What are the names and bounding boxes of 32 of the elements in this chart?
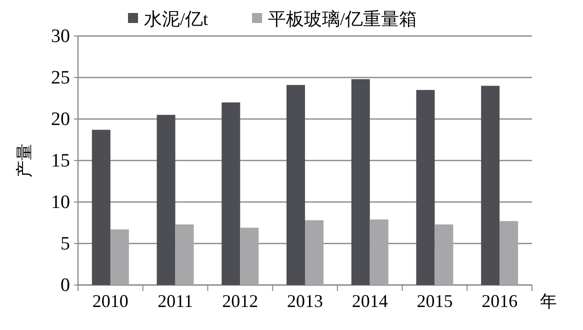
y-axis-title: 产量	[15, 144, 34, 178]
bar	[222, 102, 240, 285]
y-tick-label: 10	[51, 192, 70, 213]
y-tick-label: 25	[51, 68, 70, 88]
bar	[175, 224, 194, 285]
x-tick-label: 2011	[158, 291, 193, 311]
bar	[351, 79, 370, 285]
bar	[110, 229, 129, 285]
bar	[286, 84, 305, 285]
bar	[92, 130, 110, 285]
bar	[416, 90, 435, 285]
x-tick-label: 2014	[352, 291, 388, 311]
x-tick-label: 2010	[92, 291, 128, 311]
bar	[434, 224, 454, 285]
bar	[305, 220, 324, 285]
y-tick-label: 15	[51, 150, 70, 172]
bar	[481, 86, 500, 285]
legend-label: 水泥/亿t	[144, 9, 208, 29]
x-axis-title: 年	[540, 292, 557, 311]
y-tick-label: 5	[60, 234, 70, 254]
bar	[370, 219, 388, 285]
x-tick-label: 2013	[287, 291, 323, 311]
bar	[500, 221, 518, 285]
y-tick-label: 0	[60, 275, 70, 296]
x-tick-label: 2016	[482, 291, 518, 311]
bar	[156, 114, 176, 285]
y-tick-label: 30	[51, 26, 70, 47]
legend-label: 平板玻璃/亿重量箱	[268, 9, 418, 29]
x-tick-label: 2012	[222, 291, 258, 311]
x-tick-label: 2015	[416, 291, 453, 311]
bar	[240, 228, 259, 285]
y-tick-label: 20	[51, 109, 70, 130]
